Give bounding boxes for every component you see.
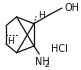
- Text: H: H: [38, 11, 44, 20]
- Text: OH: OH: [64, 3, 79, 13]
- Text: NH: NH: [35, 57, 50, 67]
- Text: 2: 2: [45, 60, 50, 69]
- Text: H: H: [7, 37, 14, 46]
- Text: HCl: HCl: [51, 44, 68, 54]
